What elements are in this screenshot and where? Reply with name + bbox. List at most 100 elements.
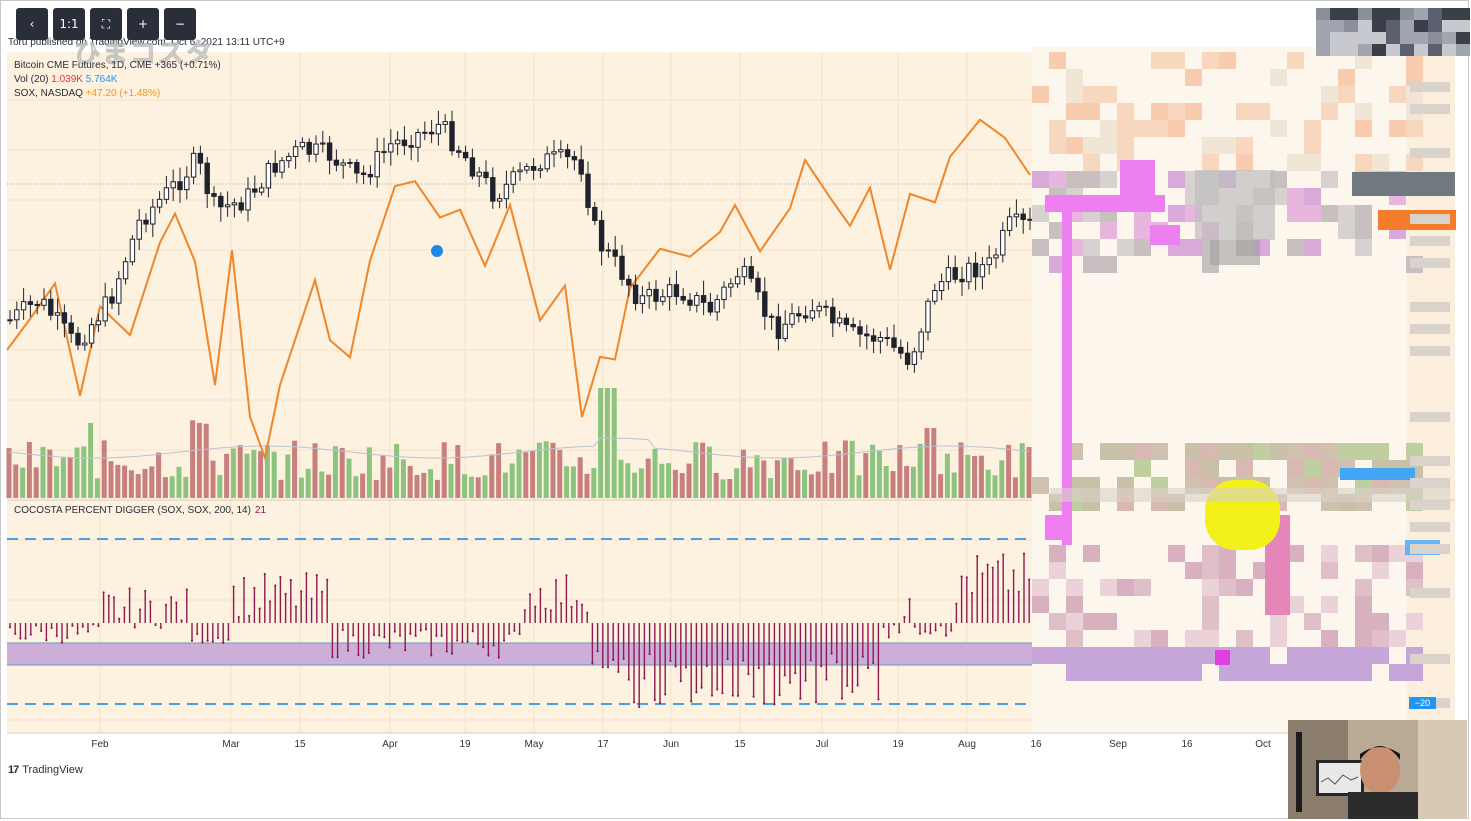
candle-body [666, 284, 673, 298]
candle-body [850, 323, 856, 328]
pixel-block [1338, 664, 1355, 681]
pixel-block [1372, 613, 1389, 630]
volume-bar [244, 453, 250, 498]
pixel-block [1270, 613, 1287, 630]
volume-bar [271, 451, 277, 498]
pixel-block [1304, 120, 1321, 137]
back-button[interactable]: ‹ [16, 8, 48, 40]
volume-bar [999, 460, 1005, 498]
indicator-bar-tip [606, 666, 610, 669]
volume-bar [489, 454, 495, 498]
time-axis-labels: Feb Mar 15 Apr 19 May 17 Jun 15 Jul 19 Aug 16 Sep 16 Oc… [0, 739, 1471, 753]
candle-body [218, 195, 224, 208]
zoom-in-button[interactable]: + [127, 8, 159, 40]
volume-bar [536, 442, 542, 498]
pixel-block [1372, 545, 1389, 562]
indicator-bar-tip [60, 641, 64, 644]
candle-body [823, 305, 829, 308]
indicator-axis-tag: −20 [1409, 697, 1436, 709]
candle-body [469, 157, 476, 177]
indicator-bar-tip [965, 576, 968, 579]
pixel-block [1406, 664, 1423, 681]
annotation-dot [431, 245, 443, 257]
indicator-bar-tip [476, 642, 480, 646]
pixel-block [1386, 32, 1400, 44]
indicator-bar-tip [97, 624, 100, 628]
indicator-bar-tip [341, 628, 344, 632]
candle-body [20, 301, 27, 311]
time-axis-label: 15 [294, 739, 306, 750]
pixel-block [1389, 630, 1406, 647]
indicator-bar-tip [617, 670, 620, 673]
time-axis-label: 19 [892, 739, 904, 750]
pixel-block [1236, 630, 1253, 647]
volume-bar [808, 474, 814, 498]
indicator-bar-tip [154, 623, 157, 627]
pixel-block [1270, 664, 1287, 681]
candle-body [619, 255, 625, 280]
indicator-bar-tip [1002, 553, 1005, 556]
candle-body [170, 181, 176, 189]
actual-size-button[interactable]: 1:1 [53, 8, 85, 40]
indicator-legend: COCOSTA PERCENT DIGGER (SOX, SOX, 200, 1… [14, 505, 266, 516]
volume-bar [768, 478, 774, 498]
volume-bar [672, 469, 678, 498]
pixel-block [1414, 20, 1428, 32]
pixel-block [1410, 500, 1450, 510]
pixel-block [1355, 443, 1372, 460]
candle-body [782, 323, 788, 339]
indicator-bar-tip [976, 555, 979, 558]
pixel-block [1185, 562, 1202, 579]
indicator-bar-tip [34, 624, 38, 627]
volume-bar [326, 474, 332, 498]
indicator-bar-tip [393, 630, 396, 633]
pixel-block [1066, 579, 1083, 596]
fullscreen-button[interactable]: ⛶ [90, 8, 122, 40]
candle-body [238, 202, 244, 211]
indicator-bar-tip [762, 701, 766, 705]
candle-body [272, 162, 278, 173]
volume-bar [550, 442, 556, 498]
indicator-bar-tip [232, 585, 235, 588]
candle-body [68, 322, 74, 334]
indicator-bar-tip [29, 633, 32, 636]
indicator-bar-tip [180, 619, 183, 622]
pixel-block [1321, 103, 1338, 120]
volume-bar [604, 388, 610, 498]
candle-body [299, 141, 306, 148]
zoom-out-button[interactable]: − [164, 8, 196, 40]
volume-bar [20, 467, 26, 498]
time-axis-label: Aug [958, 739, 976, 750]
pixel-block [1168, 120, 1185, 137]
compare-series-change: +47.20 (+1.48%) [85, 88, 161, 99]
pixel-block [1287, 205, 1304, 222]
pixel-block [1185, 664, 1202, 681]
indicator-bar-tip [40, 629, 43, 632]
volume-bar [264, 445, 270, 498]
pixel-block [1355, 120, 1372, 137]
candle-body [483, 171, 489, 179]
indicator-bar-tip [357, 653, 360, 656]
volume-bar [81, 446, 87, 498]
indicator-bar-tip [622, 657, 625, 660]
candle-body [156, 198, 163, 208]
indicator-bar-tip [1012, 569, 1015, 572]
pixel-block [1049, 545, 1066, 562]
indicator-bar-tip [419, 629, 422, 632]
indicator-bar-tip [929, 632, 932, 635]
volume-bar [645, 458, 651, 498]
candle-body [265, 162, 272, 189]
indicator-bar-tip [887, 636, 890, 639]
pixel-block [1202, 596, 1219, 613]
candle-body [932, 290, 938, 302]
volume-bar [543, 441, 549, 498]
candle-body [959, 278, 965, 283]
candle-body [184, 176, 190, 191]
volume-bar [829, 472, 835, 498]
volume-bar [196, 422, 202, 498]
indicator-bar-tip [939, 624, 942, 627]
candle-body [462, 151, 469, 159]
volume-bar [611, 388, 617, 498]
pixel-block [1219, 52, 1236, 69]
